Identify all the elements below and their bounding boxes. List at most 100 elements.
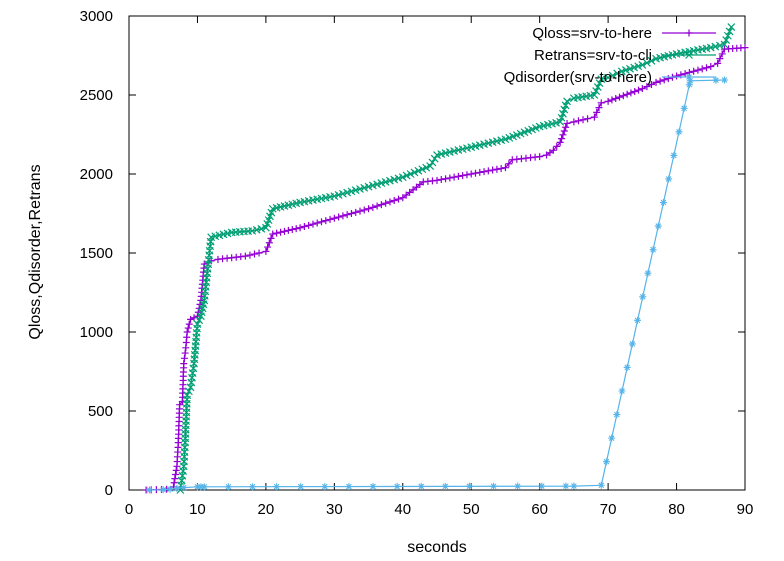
data-point-dense (685, 81, 693, 89)
data-point-dense (631, 87, 639, 95)
data-point-dense (634, 316, 642, 324)
y-tick-label: 0 (105, 482, 113, 499)
data-point-dense (442, 175, 450, 183)
data-point-dense (608, 434, 616, 442)
series-3 (146, 76, 728, 494)
data-point-dense (665, 175, 673, 183)
series-1 (142, 44, 749, 494)
series-layer (142, 23, 749, 494)
data-point-dense (335, 213, 343, 221)
data-point (180, 360, 188, 368)
data-point-dense (635, 86, 643, 94)
data-point (727, 23, 736, 31)
x-tick-label: 10 (189, 501, 206, 518)
data-point-dense (172, 466, 180, 474)
data-point (673, 72, 681, 80)
data-point-dense (579, 116, 587, 124)
data-point-dense (265, 239, 273, 247)
data-point-dense (623, 90, 631, 98)
data-point-dense (722, 36, 731, 45)
data-point-dense (428, 158, 437, 167)
data-point-dense (465, 482, 473, 490)
data-point-dense (618, 387, 626, 395)
data-point-dense (681, 70, 689, 78)
data-point-dense (321, 483, 329, 491)
data-point-dense (628, 340, 636, 348)
data-point (180, 484, 188, 492)
y-tick-label: 3000 (80, 8, 113, 25)
data-point-dense (608, 96, 616, 104)
data-point (590, 113, 598, 121)
data-point-dense (716, 55, 724, 63)
data-point-dense (318, 218, 325, 226)
data-point (536, 153, 544, 161)
data-point (638, 61, 647, 69)
data-point-dense (450, 173, 458, 181)
data-point-dense (277, 228, 285, 236)
series-line (146, 47, 746, 491)
data-point-dense (326, 215, 334, 223)
data-point (720, 40, 729, 49)
legend-swatch-marker (685, 29, 693, 37)
data-point (200, 483, 208, 491)
data-point-dense (184, 324, 192, 332)
data-point (652, 78, 660, 86)
legend-label: Qdisorder(srv-to-here) (504, 69, 652, 86)
x-tick-label: 70 (600, 501, 617, 518)
data-point (330, 214, 338, 222)
data-point (563, 119, 571, 127)
x-tick-label: 60 (531, 501, 548, 518)
data-point (549, 146, 557, 154)
data-point-dense (181, 349, 189, 357)
data-point (570, 482, 578, 490)
data-point-dense (446, 174, 454, 182)
data-point-dense (194, 308, 202, 316)
data-point-dense (172, 471, 180, 479)
data-point-dense (273, 229, 281, 237)
data-point (556, 138, 564, 146)
data-point-dense (608, 71, 617, 80)
data-point-dense (723, 31, 732, 40)
data-point-dense (644, 269, 652, 277)
data-point-dense (497, 164, 505, 172)
data-point-dense (463, 171, 471, 179)
data-point-dense (395, 195, 402, 203)
x-tick-label: 80 (668, 501, 685, 518)
data-point-dense (195, 316, 204, 325)
data-point (365, 205, 373, 213)
y-axis-label: Qloss,Qdisorder,Retrans (27, 164, 44, 339)
data-point-dense (184, 387, 193, 396)
data-point (597, 75, 606, 84)
data-point (248, 226, 257, 235)
data-point-dense (430, 154, 439, 163)
data-point-dense (642, 58, 651, 67)
data-point (269, 230, 277, 238)
legend-label: Retrans=srv-to-cli (534, 47, 652, 64)
x-tick-label: 0 (125, 501, 133, 518)
data-point (707, 63, 715, 71)
data-point-dense (347, 210, 355, 217)
data-point-dense (553, 142, 561, 150)
data-point-dense (345, 483, 353, 491)
y-tick-label: 500 (88, 403, 113, 420)
data-point-dense (623, 363, 631, 371)
series-line (149, 79, 725, 491)
data-point (241, 252, 249, 260)
data-point-dense (195, 304, 203, 312)
series-2 (176, 23, 736, 494)
data-point (706, 43, 715, 52)
data-point-dense (593, 108, 601, 116)
data-point-dense (639, 293, 647, 301)
data-point-dense (267, 234, 275, 242)
x-tick-label: 90 (737, 501, 754, 518)
data-point-dense (352, 208, 360, 216)
data-point (255, 249, 263, 257)
x-tick-label: 20 (258, 501, 275, 518)
data-point-dense (459, 172, 467, 180)
data-point-dense (562, 482, 570, 490)
legend-swatch-marker (685, 51, 693, 59)
data-point (604, 73, 613, 82)
data-point-dense (248, 483, 256, 491)
data-point-dense (574, 117, 582, 125)
